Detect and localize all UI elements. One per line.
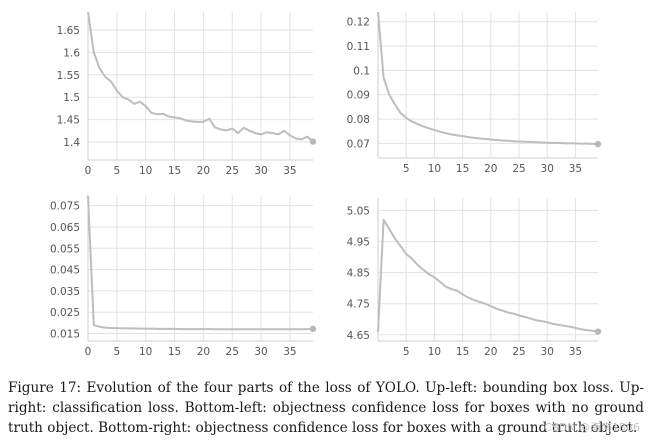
y-tick-label: 1.6 [63,47,80,59]
series-line [87,11,314,143]
y-tick-label: 5.05 [347,205,370,217]
y-tick-label: 0.015 [50,329,80,341]
x-tick-label: 35 [283,346,296,358]
x-tick-label: 15 [168,346,181,358]
x-tick-label: 30 [541,346,554,358]
x-tick-label: 30 [254,165,267,177]
series-line [377,218,599,333]
y-tick-label: 0.12 [347,17,370,29]
y-tick-label: 4.65 [347,330,370,342]
x-tick-label: 25 [512,346,525,358]
y-tick-label: 0.065 [50,222,80,234]
y-tick-label: 4.85 [347,268,370,280]
x-tick-label: 35 [569,163,582,175]
y-tick-label: 0.035 [50,286,80,298]
y-tick-label: 1.55 [57,70,80,82]
x-tick-label: 20 [197,346,210,358]
series-line [377,11,599,146]
series-end-point [594,328,602,335]
x-tick-label: 10 [428,346,441,358]
x-tick-label: 20 [484,346,497,358]
x-tick-label: 0 [85,165,92,177]
y-tick-label: 1.65 [57,25,80,37]
series-line [87,196,314,331]
x-tick-label: 25 [512,163,525,175]
x-tick-label: 10 [428,163,441,175]
x-tick-label: 35 [283,165,296,177]
y-tick-label: 0.09 [347,90,370,102]
series-end-point [309,325,317,333]
y-tick-label: 1.5 [63,92,80,104]
y-tick-label: 0.08 [347,114,370,126]
x-tick-label: 35 [569,346,582,358]
y-tick-label: 0.045 [50,265,80,277]
y-tick-label: 1.45 [57,115,80,127]
x-tick-label: 30 [254,346,267,358]
y-tick-label: 0.11 [347,41,370,53]
x-tick-label: 25 [226,346,239,358]
x-tick-label: 15 [456,163,469,175]
y-tick-label: 1.4 [63,137,80,149]
x-tick-label: 20 [197,165,210,177]
x-tick-label: 5 [403,163,410,175]
y-tick-label: 0.075 [50,201,80,213]
x-tick-label: 30 [541,163,554,175]
y-tick-label: 0.1 [353,65,370,77]
y-tick-label: 4.95 [347,237,370,249]
series-end-point [309,138,317,145]
x-tick-label: 25 [226,165,239,177]
y-tick-label: 0.025 [50,307,80,319]
x-tick-label: 10 [139,346,152,358]
y-tick-label: 4.75 [347,299,370,311]
x-tick-label: 5 [114,165,121,177]
x-tick-label: 5 [403,346,410,358]
series-end-point [594,140,602,148]
y-tick-label: 0.07 [347,138,370,150]
x-tick-label: 10 [139,165,152,177]
x-tick-label: 5 [114,346,121,358]
x-tick-label: 0 [85,346,92,358]
figure-caption: Figure 17: Evolution of the four parts o… [8,380,644,436]
x-tick-label: 15 [456,346,469,358]
x-tick-label: 20 [484,163,497,175]
x-tick-label: 15 [168,165,181,177]
y-tick-label: 0.055 [50,243,80,255]
watermark: CSDN @海南1506 [544,421,640,434]
